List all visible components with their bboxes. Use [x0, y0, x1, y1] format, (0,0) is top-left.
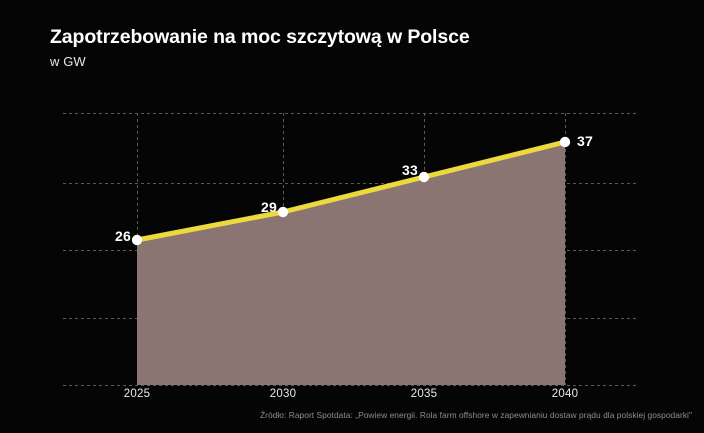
- data-point-value-label: 33: [402, 162, 418, 178]
- data-point-marker: [559, 136, 571, 148]
- data-point-marker: [418, 171, 430, 183]
- data-point-markers: [131, 136, 571, 246]
- area-fill-layer: [137, 142, 565, 385]
- page-title: Zapotrzebowanie na moc szczytową w Polsc…: [50, 26, 470, 48]
- line-series-layer: [134, 139, 568, 243]
- data-point-marker: [131, 234, 143, 246]
- data-point-value-label: 29: [261, 199, 277, 215]
- chart-header: Zapotrzebowanie na moc szczytową w Polsc…: [50, 26, 670, 69]
- x-axis-tick-label: 2030: [269, 388, 297, 400]
- chart-subtitle: w GW: [50, 54, 86, 70]
- x-axis-tick-label: 2040: [551, 388, 579, 400]
- area-fill: [137, 142, 565, 385]
- x-axis-tick-label: 2035: [410, 388, 438, 400]
- series-line: [134, 139, 568, 243]
- data-point-value-label: 26: [115, 228, 131, 244]
- data-point-marker: [277, 206, 289, 218]
- source-note: Źródło: Raport Spotdata: „Powiew energii…: [259, 410, 692, 420]
- x-axis-tick-label: 2025: [123, 388, 151, 400]
- data-point-value-label: 37: [577, 133, 593, 149]
